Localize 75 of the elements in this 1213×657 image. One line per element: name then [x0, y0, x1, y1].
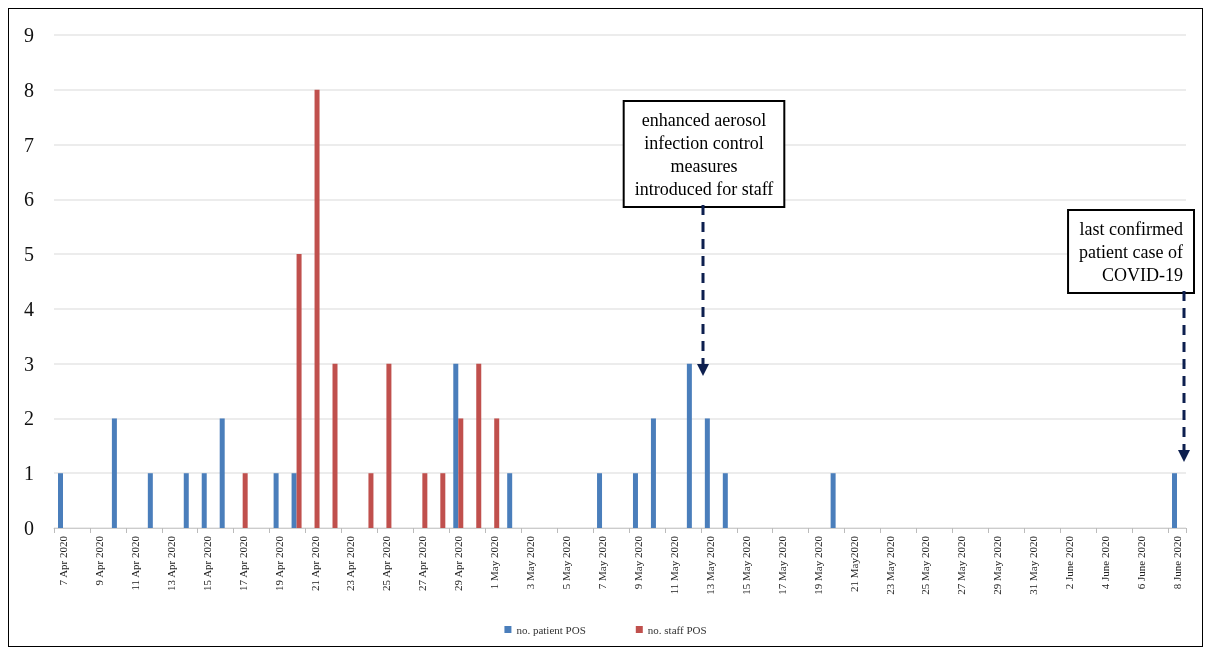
bar [453, 363, 459, 528]
x-tick-label: 11 May 2020 [667, 535, 680, 595]
bar [458, 418, 464, 528]
x-tick-label: 19 Apr 2020 [272, 535, 285, 591]
x-tick-label: 23 May 2020 [883, 535, 896, 595]
y-tick-label: 2 [24, 407, 34, 430]
annotation: enhanced aerosol infection control measures introduced for staff [634, 109, 774, 199]
x-tick-label: 6 June 2020 [1135, 535, 1148, 590]
bar [183, 473, 189, 528]
x-tick-label: 25 Apr 2020 [380, 535, 393, 591]
legend-label: no. staff POS [647, 623, 707, 636]
y-tick-label: 4 [24, 297, 34, 320]
bar [632, 473, 638, 528]
x-tick-label: 7 May 2020 [596, 535, 609, 590]
bar [422, 473, 428, 528]
x-tick-label: 8 June 2020 [1171, 535, 1184, 590]
y-tick-label: 6 [24, 188, 34, 211]
x-tick-label: 17 May 2020 [775, 535, 788, 595]
legend-label: no. patient POS [516, 623, 586, 636]
y-tick-label: 5 [24, 243, 34, 266]
x-tick-label: 27 May 2020 [955, 535, 968, 595]
x-tick-label: 1 May 2020 [488, 535, 501, 590]
bar [507, 473, 513, 528]
bar [296, 254, 302, 528]
bar [57, 473, 63, 528]
bar [494, 418, 500, 528]
x-tick-label: 5 May 2020 [560, 535, 573, 590]
bar [111, 418, 117, 528]
bar [242, 473, 248, 528]
bar [386, 363, 392, 528]
bar [830, 473, 836, 528]
bar [147, 473, 153, 528]
x-tick-label: 31 May 2020 [1027, 535, 1040, 595]
bar [650, 418, 656, 528]
x-tick-label: 23 Apr 2020 [344, 535, 357, 591]
bar [1172, 473, 1178, 528]
x-tick-label: 21 May2020 [847, 535, 860, 592]
x-tick-label: 19 May 2020 [811, 535, 824, 595]
x-tick-label: 15 Apr 2020 [200, 535, 213, 591]
y-tick-label: 9 [24, 24, 34, 46]
x-tick-label: 15 May 2020 [739, 535, 752, 595]
bar [704, 418, 710, 528]
x-tick-label: 27 Apr 2020 [416, 535, 429, 591]
x-tick-label: 17 Apr 2020 [236, 535, 249, 591]
bar [201, 473, 207, 528]
x-tick-label: 25 May 2020 [919, 535, 932, 595]
bar [440, 473, 446, 528]
x-tick-label: 11 Apr 2020 [128, 535, 141, 591]
y-tick-label: 0 [24, 517, 34, 539]
x-tick-label: 29 Apr 2020 [452, 535, 465, 591]
bar [686, 363, 692, 528]
bar [722, 473, 728, 528]
x-tick-label: 7 Apr 2020 [56, 535, 69, 586]
x-tick-label: 29 May 2020 [991, 535, 1004, 595]
bar [219, 418, 225, 528]
bar [476, 363, 482, 528]
x-tick-label: 21 Apr 2020 [308, 535, 321, 591]
bar [597, 473, 603, 528]
x-tick-label: 9 May 2020 [631, 535, 644, 590]
x-tick-label: 13 May 2020 [703, 535, 716, 595]
bar [291, 473, 297, 528]
y-tick-label: 7 [24, 133, 34, 156]
x-tick-label: 2 June 2020 [1063, 535, 1076, 590]
x-tick-label: 4 June 2020 [1099, 535, 1112, 590]
x-tick-label: 3 May 2020 [524, 535, 537, 590]
bar [368, 473, 374, 528]
y-tick-label: 1 [24, 462, 34, 485]
bar [273, 473, 279, 528]
y-tick-label: 8 [24, 78, 34, 101]
bar [314, 89, 320, 528]
x-tick-label: 13 Apr 2020 [164, 535, 177, 591]
bar [332, 363, 338, 528]
x-tick-label: 9 Apr 2020 [92, 535, 105, 586]
y-tick-label: 3 [24, 352, 34, 375]
annotation: last confirmed patient case of COVID-19 [1079, 218, 1183, 285]
